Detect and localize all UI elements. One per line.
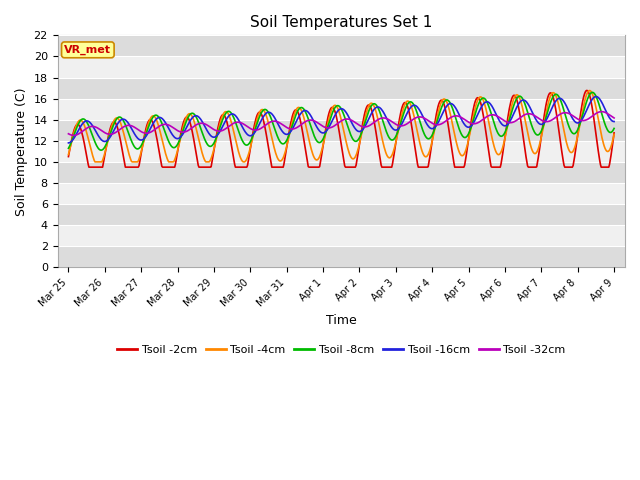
Bar bbox=[58, 183, 625, 204]
Legend: Tsoil -2cm, Tsoil -4cm, Tsoil -8cm, Tsoil -16cm, Tsoil -32cm: Tsoil -2cm, Tsoil -4cm, Tsoil -8cm, Tsoi… bbox=[113, 340, 570, 359]
Bar bbox=[58, 120, 625, 141]
Bar bbox=[58, 98, 625, 120]
Title: Soil Temperatures Set 1: Soil Temperatures Set 1 bbox=[250, 15, 433, 30]
Bar bbox=[58, 162, 625, 183]
Bar bbox=[58, 36, 625, 57]
Bar bbox=[58, 246, 625, 267]
X-axis label: Time: Time bbox=[326, 314, 356, 327]
Bar bbox=[58, 141, 625, 162]
Bar bbox=[58, 204, 625, 225]
Bar bbox=[58, 77, 625, 98]
Bar bbox=[58, 57, 625, 77]
Text: VR_met: VR_met bbox=[65, 45, 111, 55]
Bar bbox=[58, 225, 625, 246]
Y-axis label: Soil Temperature (C): Soil Temperature (C) bbox=[15, 87, 28, 216]
